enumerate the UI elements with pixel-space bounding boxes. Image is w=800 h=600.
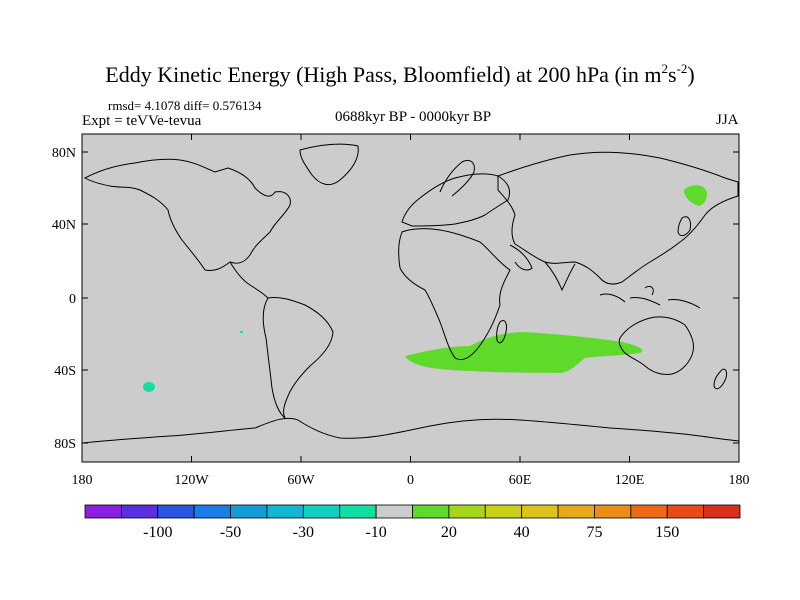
coastline-maritime-continent [599,285,701,309]
latitude-axis: 80N 40N 0 40S 80S [52,146,739,452]
colorbar-swatch [594,504,632,519]
colorbar-swatch [339,504,377,519]
colorbar-label: 75 [586,524,602,541]
colorbar-label: -30 [293,524,314,541]
colorbar-label: 20 [441,524,457,541]
colorbar-swatch [120,504,159,519]
lon-tick-label: 0 [407,473,414,488]
colorbar-label: -100 [143,524,172,541]
coastline-africa [398,228,511,361]
colorbar-swatch [666,504,705,519]
coastlines [81,143,740,444]
colorbar-label: 150 [655,524,679,541]
coastline-scandinavia [439,159,475,197]
colorbar-swatch [630,504,668,519]
plot-title: Eddy Kinetic Energy (High Pass, Bloomfie… [105,61,695,87]
colorbar-swatch [302,504,341,519]
coastline-europe [401,173,511,227]
coastline-antarctica [81,417,740,444]
lon-tick-label: 60W [287,473,315,488]
map-background [82,134,739,462]
coastline-south-america [262,297,334,419]
coastline-australia [618,316,695,375]
lat-tick-label: 40S [54,364,76,379]
colorbar-swatch [157,504,195,519]
colorbar-swatch [412,504,450,519]
lat-tick-label: 0 [69,292,76,307]
coastline-arabia-india [509,244,576,292]
lon-tick-label: 180 [729,473,750,488]
colorbar-label: -50 [220,524,241,541]
colorbar-swatch [375,504,413,519]
colorbar-swatch [484,504,523,519]
stats-text: rmsd= 4.1078 diff= 0.576134 [108,98,262,113]
colorbar-swatch [193,504,231,519]
anomaly-patch-south-pacific [143,382,155,392]
colorbar-label: 40 [514,524,530,541]
lat-tick-label: 40N [52,218,76,233]
coastline-japan [677,216,691,237]
lat-tick-label: 80S [54,437,76,452]
anomaly-patch-kamchatka [684,185,708,206]
longitude-axis: 180 120W 60W 0 60E 120E 180 [72,134,750,488]
anomaly-patch-southern-indian-ocean [405,332,643,373]
season-label: JJA [716,112,739,128]
colorbar-swatch [557,504,595,519]
colorbar-swatch [230,504,268,519]
colorbar-swatch [266,504,304,519]
coastline-central-america [229,261,269,299]
lon-tick-label: 120E [615,473,645,488]
colorbar-swatch [703,504,741,519]
colorbar-swatch [521,504,559,519]
colorbar-swatch [84,504,122,519]
coastline-new-zealand [713,368,727,390]
colorbar-label: -10 [365,524,386,541]
coastline-asia [497,151,739,285]
lon-tick-label: 60E [509,473,532,488]
experiment-label: Expt = teVVe-tevua [82,113,202,129]
anomaly-patch-equatorial-pacific [240,331,243,333]
lon-tick-label: 120W [174,473,209,488]
lat-tick-label: 80N [52,146,76,161]
colorbar: -100 -50 -30 -10 20 40 75 150 [84,504,741,541]
lon-tick-label: 180 [72,473,93,488]
coastline-north-america [83,158,291,271]
period-label: 0688kyr BP - 0000kyr BP [334,109,492,125]
colorbar-swatch [448,504,486,519]
map-panel: 80N 40N 0 40S 80S 180 120W 60W 0 60E 120E 180 [52,133,750,488]
coastline-madagascar [496,319,507,344]
coastline-greenland [299,143,359,186]
